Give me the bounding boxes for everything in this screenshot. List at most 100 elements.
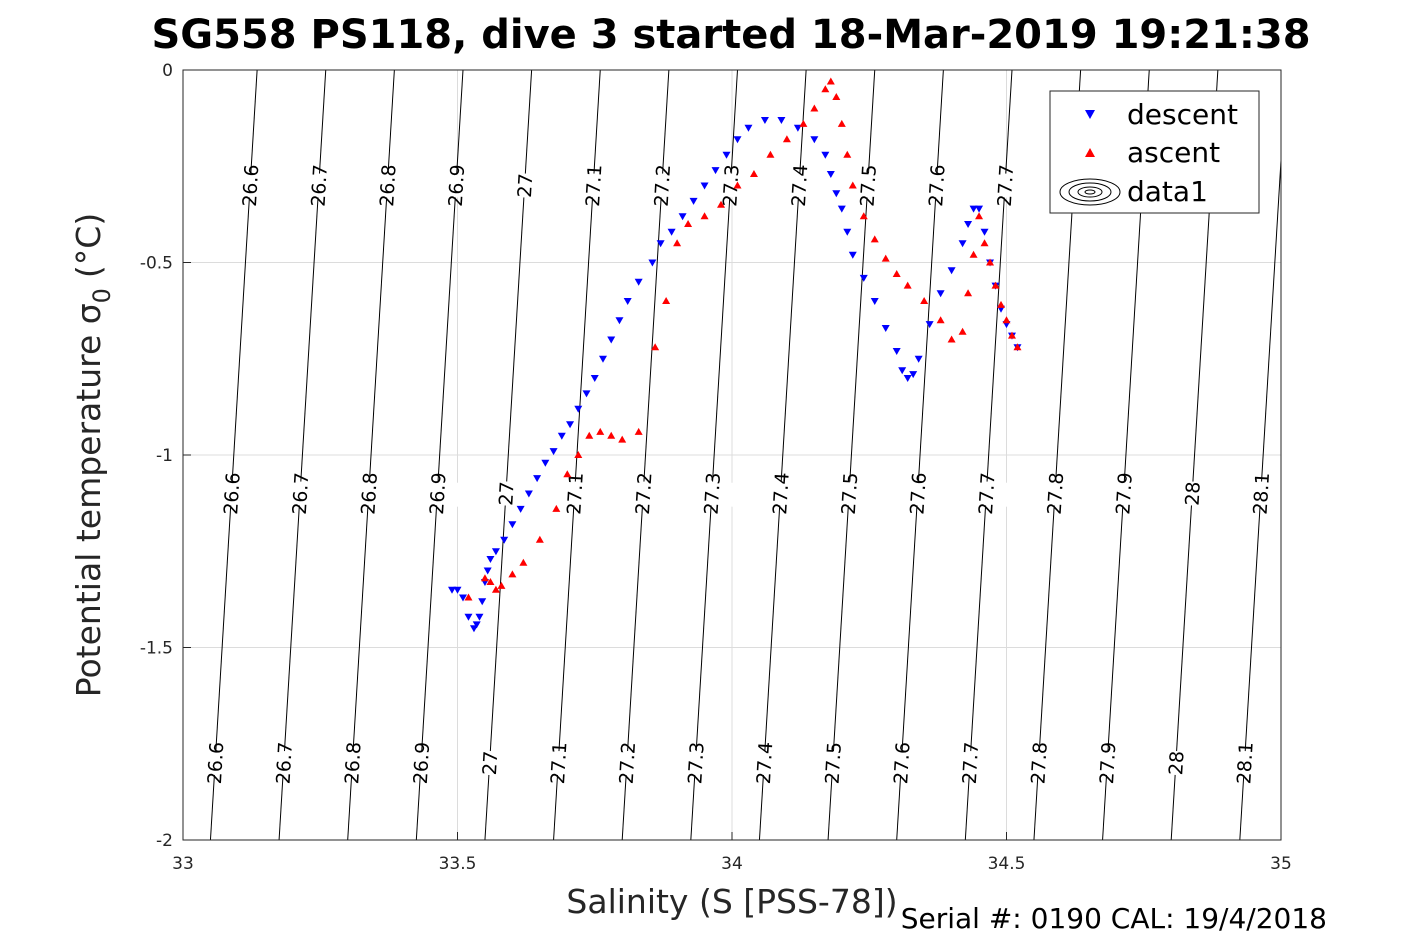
isopycnal-label: 27.2 [632,472,657,516]
descent-point [870,298,879,305]
descent-point [549,448,558,456]
ascent-point [881,254,890,262]
isopycnal-label-bg [275,480,325,507]
isopycnal-label-bg [294,172,344,199]
isopycnal-label: 26.7 [272,741,297,785]
ascent-point [969,250,978,258]
descent-point [892,348,901,356]
descent-point [486,555,495,563]
isopycnal-label: 27.7 [994,164,1019,208]
isopycnal-label: 27.5 [838,472,863,516]
ascent-point [464,593,473,601]
isopycnal-label-bg [533,749,583,777]
y-axis-label-main: Potential temperature σ [69,303,108,697]
descent-point [744,124,753,132]
descent-point [478,598,487,606]
descent-point [656,240,665,248]
ascent-point [651,343,660,351]
y-tick-label: -1 [156,446,173,466]
isopycnal-label-bg [980,172,1030,199]
ascent-point [826,77,835,85]
ascent-point [920,297,929,304]
descent-point [678,213,687,221]
ascent-point [903,281,912,289]
descent-point [598,355,607,363]
descent-point [980,228,989,236]
y-tick-label: -0.5 [140,254,173,274]
isopycnal-label: 27.6 [906,472,931,516]
descent-point [516,505,525,513]
descent-point [909,371,918,379]
ascent-point [1013,343,1022,351]
isopycnal-label-bg [568,172,618,199]
legend-ascent-marker [1085,148,1095,157]
x-tick-label: 33 [172,854,194,874]
ascent-point [497,581,506,589]
descent-point [491,548,500,556]
legend-data1-label: data1 [1127,175,1208,208]
isopycnal-label: 27.3 [684,741,709,785]
descent-point [821,151,830,159]
ascent-point [519,558,528,566]
ascent-point [480,574,489,582]
descent-point [777,117,786,125]
ascent-point [607,431,616,439]
descent-point [843,228,852,236]
descent-point [722,151,731,159]
isopycnal-label-bg [396,749,446,777]
descent-point [881,324,890,332]
ascent-point [508,570,517,578]
isopycnal-label: 26.9 [426,472,451,516]
ascent-point [673,239,682,247]
legend: descent ascent data1 [1049,90,1260,214]
isopycnal-line [347,70,395,840]
descent-point [947,267,956,275]
descent-point [760,117,769,125]
ascent-point [980,239,989,247]
ascent-point [810,104,819,112]
descent-point [615,317,624,325]
descent-point [448,586,457,594]
ascent-point [859,212,868,220]
descent-point [475,613,484,621]
ascent-point [596,427,605,435]
isopycnal-label: 28 [1181,481,1204,506]
isopycnal-label-bg [774,172,824,199]
isopycnal-label-bg [1082,749,1132,777]
ascent-point [717,200,726,208]
descent-point [667,228,676,236]
descent-point [453,586,462,594]
isopycnal-label-bg [1013,749,1064,777]
x-tick-label: 35 [1270,854,1292,874]
descent-point [500,536,509,544]
ascent-point [700,212,709,220]
ascent-point [552,504,561,512]
isopycnal-label-bg [670,749,721,777]
isopycnal-label-bg [1167,480,1217,507]
descent-point [700,182,709,190]
y-axis-label-group: Potential temperature σ0 (°C) [69,213,116,697]
ascent-point [799,119,808,127]
isopycnal-line [484,70,533,840]
descent-point [483,567,492,575]
descent-point [859,274,868,282]
descent-point [524,490,533,498]
isopycnal-label: 27.9 [1096,741,1121,785]
isopycnal-label-bg [190,749,240,777]
descent-point [566,421,575,429]
descent-point [936,290,945,298]
isopycnal-label-bg [1236,480,1286,507]
descent-point [837,205,846,213]
isopycnal-line [1239,152,1281,840]
isopycnal-label-bg [412,480,463,507]
isopycnal-label-bg [618,480,668,507]
ascent-point [991,281,1000,289]
isopycnal-label: 27.7 [975,472,1000,516]
isopycnal-label: 27 [495,481,518,506]
descent-point [903,375,912,382]
isopycnal-line [209,70,258,840]
serial-cal-footer: Serial #: 0190 CAL: 19/4/2018 [901,902,1327,935]
isopycnal-label: 28.1 [1250,472,1275,516]
isopycnal-label-bg [961,480,1012,507]
